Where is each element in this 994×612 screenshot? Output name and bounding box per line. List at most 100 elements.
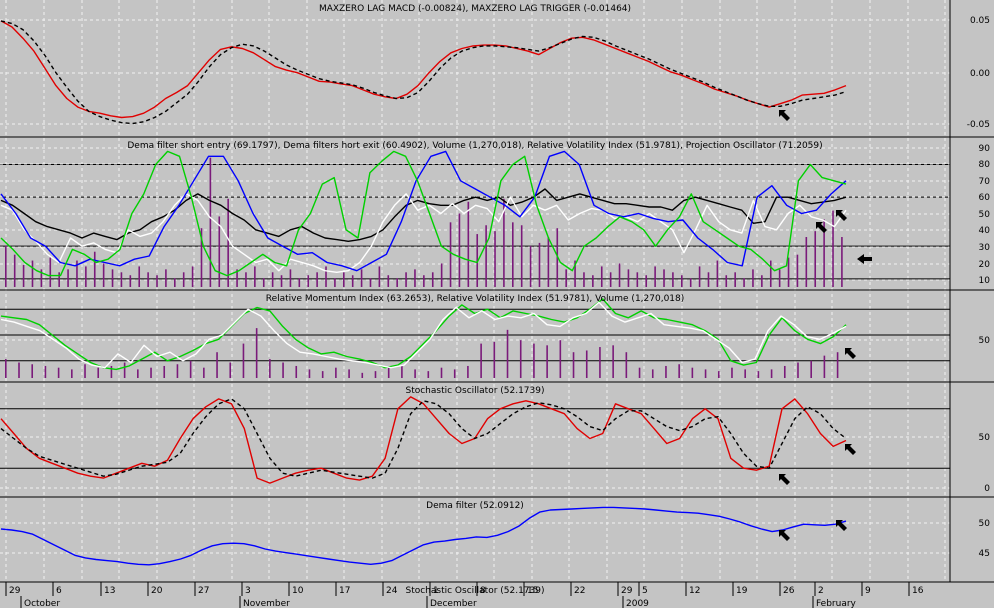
volume-bar — [520, 225, 523, 287]
y-tick-label: 70 — [979, 177, 991, 187]
volume-bar — [618, 263, 621, 287]
volume-bar — [681, 275, 683, 287]
y-tick-label: 60 — [979, 193, 991, 203]
volume-bar — [156, 275, 158, 287]
volume-bar — [672, 272, 674, 287]
volume-bar — [654, 266, 656, 287]
y-tick-label: 90 — [979, 144, 991, 154]
volume-bar — [307, 275, 310, 287]
volume-bar — [271, 272, 274, 287]
volume-bar — [316, 272, 318, 287]
volume-bar — [374, 371, 377, 378]
volume-bar — [76, 260, 78, 287]
x-tick-label: 22 — [574, 586, 585, 596]
volume-bar — [600, 266, 603, 287]
volume-bar — [165, 269, 167, 287]
y-tick-label: 50 — [979, 433, 991, 443]
volume-bar — [85, 266, 87, 287]
y-tick-label: -0.05 — [967, 120, 990, 130]
volume-bar — [638, 367, 641, 378]
volume-bar — [147, 272, 149, 287]
series-line — [0, 20, 847, 119]
y-tick-label: 50 — [979, 210, 991, 220]
volume-bar — [651, 369, 654, 378]
volume-bar — [174, 278, 176, 287]
volume-bar — [506, 329, 509, 378]
y-tick-label: 10 — [979, 276, 991, 286]
volume-bar — [512, 222, 514, 287]
volume-bar — [67, 269, 69, 287]
volume-bar — [414, 369, 416, 378]
volume-bar — [778, 269, 781, 287]
volume-bar — [387, 275, 390, 287]
x-tick-label: 16 — [912, 586, 924, 596]
x-tick-label: 12 — [689, 586, 700, 596]
panel-title: Relative Momentum Index (63.2653), Relat… — [266, 294, 685, 304]
volume-bar — [227, 198, 229, 287]
volume-bar — [236, 269, 238, 287]
y-tick-label: 0 — [984, 484, 990, 494]
volume-bar — [216, 352, 218, 378]
volume-bar — [44, 365, 47, 378]
volume-bar — [627, 269, 630, 287]
volume-bar — [810, 360, 812, 378]
volume-bar — [414, 269, 416, 287]
volume-bar — [22, 264, 25, 287]
volume-bar — [814, 231, 817, 287]
annotation-arrow-icon — [836, 520, 847, 531]
volume-bar — [467, 201, 470, 287]
volume-bar — [796, 254, 799, 287]
volume-bar — [191, 266, 194, 287]
x-tick-label: 9 — [865, 586, 871, 596]
x-tick-label: 17 — [339, 586, 350, 596]
panel-title: Dema filter (52.0912) — [426, 501, 524, 511]
volume-bar — [137, 369, 139, 378]
volume-bar — [698, 266, 701, 287]
volume-bar — [538, 242, 541, 287]
x-tick-label: 15 — [527, 586, 538, 596]
volume-bar — [476, 234, 479, 287]
volume-bar — [743, 278, 745, 287]
volume-bar — [387, 367, 390, 378]
annotation-arrow-icon — [845, 348, 856, 359]
volume-bar — [704, 369, 707, 378]
y-tick-label: 0.00 — [970, 69, 990, 79]
volume-bar — [396, 278, 398, 287]
series-line — [0, 150, 847, 277]
volume-bar — [645, 275, 648, 287]
volume-bar — [665, 365, 667, 378]
volume-bar — [583, 272, 585, 287]
volume-bar — [805, 237, 808, 287]
volume-bar — [503, 198, 505, 287]
series-line — [0, 398, 847, 479]
volume-bar — [431, 272, 434, 287]
volume-bar — [574, 260, 576, 287]
volume-bar — [787, 257, 790, 287]
volume-bar — [5, 359, 7, 378]
month-label: 2009 — [626, 599, 649, 608]
volume-bar — [636, 272, 639, 287]
volume-bar — [761, 275, 763, 287]
month-label: October — [24, 599, 60, 608]
volume-bar — [823, 355, 826, 378]
volume-bar — [361, 372, 364, 378]
volume-bar — [599, 347, 601, 378]
x-tick-label: 13 — [104, 586, 115, 596]
x-tick-label: 10 — [292, 586, 304, 596]
volume-bar — [255, 328, 258, 378]
volume-bar — [725, 275, 728, 287]
x-tick-label: 20 — [151, 586, 163, 596]
volume-bar — [691, 367, 694, 378]
volume-bar — [734, 272, 736, 287]
volume-bar — [138, 266, 141, 287]
volume-bar — [592, 275, 594, 287]
volume-bar — [783, 365, 786, 378]
volume-bar — [31, 260, 34, 287]
x-tick-label: 2 — [818, 586, 824, 596]
volume-bar — [57, 367, 60, 378]
volume-bar — [519, 340, 522, 378]
volume-bar — [449, 222, 452, 287]
volume-bar — [58, 272, 60, 287]
volume-bar — [120, 272, 123, 287]
annotation-arrow-icon — [816, 222, 827, 233]
